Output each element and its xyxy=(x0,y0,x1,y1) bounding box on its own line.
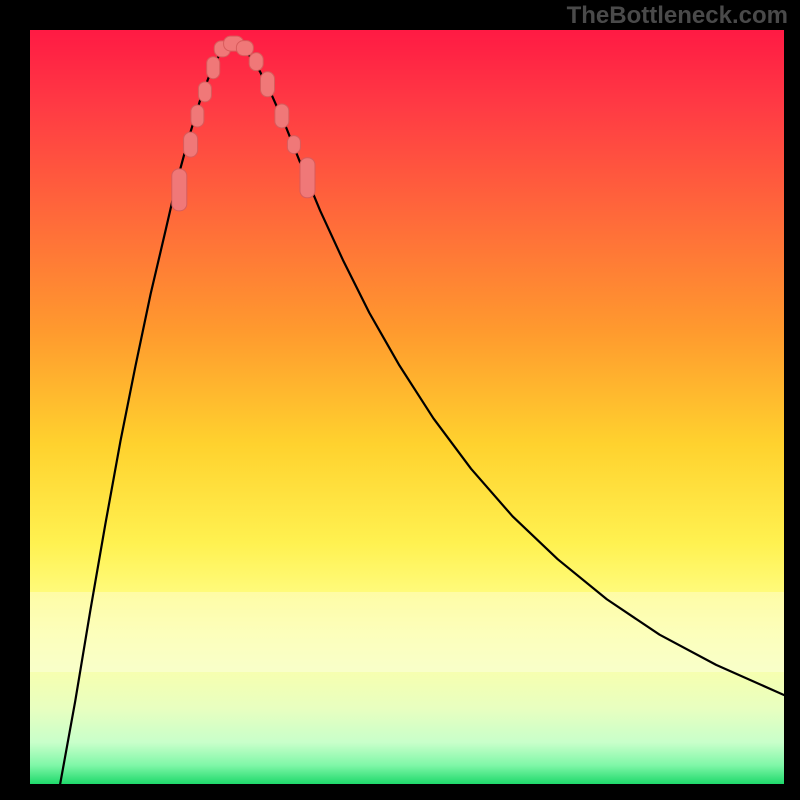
marker-ascending xyxy=(300,158,315,198)
curve-layer xyxy=(30,30,784,784)
marker-descending xyxy=(191,105,204,127)
plot-area xyxy=(30,30,784,784)
watermark-text: TheBottleneck.com xyxy=(567,2,788,30)
marker-descending xyxy=(184,132,198,157)
chart-container: TheBottleneck.com xyxy=(0,0,800,800)
marker-descending xyxy=(207,57,220,79)
bottleneck-curve xyxy=(60,43,784,784)
marker-bottom xyxy=(236,41,253,56)
marker-ascending xyxy=(261,72,275,97)
marker-ascending xyxy=(275,104,289,128)
marker-ascending xyxy=(287,136,300,154)
marker-descending xyxy=(198,82,211,102)
marker-ascending xyxy=(249,53,263,71)
marker-descending xyxy=(172,169,187,211)
